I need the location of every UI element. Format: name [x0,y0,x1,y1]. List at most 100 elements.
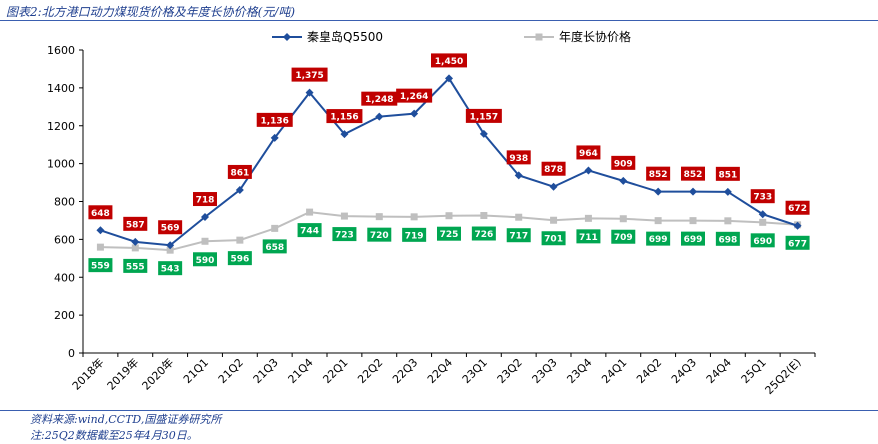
data-point [445,212,453,220]
x-tick-label: 21Q1 [181,356,211,386]
data-point [283,33,291,41]
x-tick-label: 2019年 [104,355,141,392]
data-label-bg [326,109,363,124]
data-label-bg [541,231,566,246]
data-point [619,176,628,185]
data-point [758,210,767,219]
data-point [270,133,279,142]
data-label-bg [361,91,398,106]
data-label: 861 [230,168,249,178]
data-label: 709 [614,233,633,243]
y-tick-label: 0 [68,347,75,360]
data-label: 851 [718,170,737,180]
data-point [619,215,627,223]
data-label: 543 [161,265,180,275]
data-label: 726 [474,230,493,240]
data-label: 733 [753,193,772,203]
data-label-bg [465,108,502,123]
data-label-bg [431,53,467,68]
data-point [166,246,174,254]
data-label: 909 [614,159,633,169]
x-tick-label: 24Q2 [634,356,664,386]
x-tick-label: 21Q4 [286,356,316,386]
data-point [723,187,732,196]
y-tick-label: 1400 [47,82,75,95]
data-label: 717 [509,232,528,242]
data-label: 701 [544,235,563,245]
data-label-bg [750,189,775,204]
x-tick-label: 23Q3 [530,356,560,386]
data-point [584,166,593,175]
data-label: 723 [335,231,354,241]
data-label: 744 [300,227,319,237]
data-label-bg [291,67,328,82]
data-point [514,171,523,180]
x-tick-label: 25Q2(E) [763,356,804,397]
data-label: 711 [579,233,598,243]
data-point [724,217,732,225]
data-label: 590 [196,256,215,266]
data-point [271,224,279,232]
data-point [201,237,209,245]
data-point [759,218,767,226]
date-note: 注:25Q2数据截至25年4月30日。 [30,429,198,442]
data-point [131,237,140,246]
source-note: 资料来源:wind,CCTD,国盛证券研究所 [30,413,222,426]
y-tick-label: 1600 [47,44,75,57]
footer: 资料来源:wind,CCTD,国盛证券研究所 注:25Q2数据截至25年4月30… [30,412,221,444]
data-point [410,109,419,118]
data-point [340,212,348,220]
price-line-chart: 020040060080010001200140016002018年2019年2… [47,29,816,397]
data-label-bg [646,231,671,246]
x-tick-label: 24Q1 [599,356,629,386]
data-label: 718 [196,196,215,206]
data-label: 938 [509,154,528,164]
data-label: 1,248 [365,95,393,105]
data-point [201,213,209,222]
data-label-bg [646,166,671,181]
data-label-bg [576,145,601,160]
data-label-bg [123,258,148,273]
x-tick-label: 22Q3 [390,356,420,386]
x-tick-label: 24Q3 [669,356,699,386]
data-point [375,112,384,121]
data-label: 658 [265,243,284,253]
data-label: 1,136 [260,116,288,126]
data-point [96,243,104,251]
data-label: 555 [126,262,145,272]
data-label: 719 [405,231,424,241]
data-label: 725 [440,230,459,240]
y-tick-label: 800 [54,196,75,209]
data-label: 587 [126,220,145,230]
data-label: 648 [91,209,110,219]
data-label: 1,264 [400,92,428,102]
data-point [793,221,802,230]
data-label-bg [681,231,705,246]
data-label: 1,157 [470,112,498,122]
data-label: 559 [91,262,110,272]
x-tick-label: 23Q4 [564,356,594,386]
legend-label: 秦皇岛Q5500 [307,29,383,44]
x-tick-label: 2020年 [139,355,176,392]
data-point [689,217,697,225]
data-point [479,129,488,138]
x-tick-label: 22Q2 [355,356,385,386]
data-point [654,217,662,225]
x-tick-label: 22Q1 [320,356,350,386]
data-label-bg [367,227,392,242]
data-label: 1,450 [435,57,463,67]
x-tick-label: 21Q2 [216,356,246,386]
data-label-bg [750,233,775,248]
y-tick-label: 1000 [47,158,75,171]
data-label-bg [471,226,496,241]
data-label-bg [402,227,427,242]
data-point [306,208,314,216]
x-tick-label: 21Q3 [251,356,281,386]
data-label-bg [193,252,217,267]
y-tick-label: 600 [54,233,75,246]
data-point [340,130,349,139]
data-label-bg [715,231,740,246]
y-tick-label: 200 [54,309,75,322]
data-label: 720 [370,231,389,241]
data-label-bg [576,229,601,244]
